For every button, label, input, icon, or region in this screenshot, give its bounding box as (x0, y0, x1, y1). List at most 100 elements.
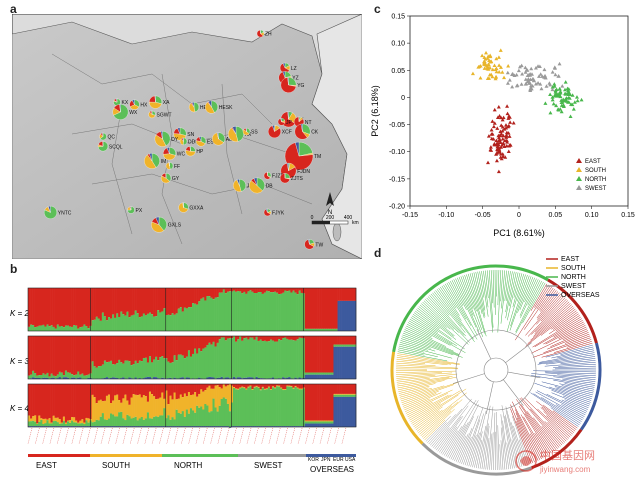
admixture-segment (161, 426, 164, 427)
tree-leaf-branch (396, 359, 448, 366)
pca-ytick-label: -0.05 (389, 122, 405, 129)
admixture-segment (300, 388, 303, 390)
admixture-segment (249, 384, 252, 386)
admixture-segment (333, 344, 336, 347)
admixture-segment (274, 384, 277, 388)
admixture-segment (148, 376, 152, 379)
admixture-segment (112, 314, 115, 331)
admixture-segment (116, 363, 119, 379)
svg-text:中国基因网: 中国基因网 (540, 449, 595, 462)
admixture-segment (278, 294, 281, 331)
admixture-segment (261, 288, 265, 294)
admixture-segment (302, 426, 306, 427)
admixture-segment (58, 384, 62, 420)
tree-clade (505, 278, 598, 363)
admixture-segment (278, 378, 281, 379)
admixture-segment (267, 426, 271, 427)
admixture-segment (36, 375, 39, 379)
admixture-segment (198, 301, 201, 331)
admixture-segment (148, 426, 152, 427)
site-pie-tm: TM (284, 141, 321, 171)
admixture-segment (64, 336, 68, 371)
admixture-segment (343, 384, 347, 394)
admixture-segment (38, 377, 41, 379)
admixture-segment (54, 328, 57, 331)
admixture-segment (124, 360, 127, 379)
admixture-segment (75, 426, 78, 427)
admixture-segment (112, 414, 115, 427)
tree-leaf-branch (403, 331, 460, 355)
admixture-segment (278, 288, 281, 295)
admixture-segment (345, 336, 349, 345)
tree-leaf-branch (396, 375, 453, 385)
site-pie-slice (294, 123, 308, 140)
admixture-segment (349, 288, 353, 301)
admixture-segment (169, 377, 172, 379)
tree-leaf-branch (404, 398, 430, 411)
tree-leaf-branch (413, 406, 443, 427)
tree-leaf-branch (435, 290, 475, 343)
admixture-segment (249, 385, 252, 387)
pca-point (488, 53, 493, 58)
tree-leaf-branch (485, 437, 490, 470)
tree-leaf-branch (440, 286, 460, 316)
admixture-segment (122, 336, 125, 364)
admixture-segment (52, 288, 55, 327)
admixture-segment (263, 426, 267, 427)
admixture-segment (75, 378, 78, 379)
site-pie-slice (287, 77, 289, 86)
admixture-segment (235, 426, 238, 427)
pca-point (504, 133, 509, 137)
admixture-segment (44, 426, 47, 427)
admixture-segment (99, 399, 103, 417)
admixture-segment (226, 385, 230, 404)
admixture-segment (300, 336, 303, 338)
site-label: ZH (265, 32, 272, 38)
admixture-segment (288, 384, 291, 386)
admixture-segment (351, 300, 355, 331)
admixture-segment (310, 374, 314, 379)
admixture-segment (349, 336, 353, 345)
site-pie-slice (48, 205, 51, 213)
pca-point (548, 110, 553, 115)
tree-leaf-branch (406, 324, 432, 338)
tree-leaf-branch (534, 318, 582, 348)
pca-point (566, 95, 571, 100)
admixture-segment (66, 420, 70, 422)
admixture-segment (347, 336, 351, 345)
admixture-segment (60, 426, 64, 427)
admixture-segment (40, 418, 43, 421)
pca-series-east (485, 104, 516, 174)
admixture-segment (286, 386, 289, 427)
pca-point (494, 138, 499, 143)
admixture-segment (116, 378, 119, 379)
admixture-segment (83, 336, 86, 376)
admixture-segment (66, 372, 70, 378)
admixture-segment (81, 419, 84, 424)
admixture-segment (112, 400, 115, 415)
admixture-segment (189, 336, 193, 357)
tree-leaf-branch (500, 270, 504, 302)
sample-leader-line (261, 427, 266, 445)
admixture-segment (284, 389, 287, 390)
admixture-segment (222, 288, 226, 290)
site-pie-slice (99, 132, 107, 141)
admixture-segment (263, 336, 267, 341)
tree-leaf-branch (436, 289, 474, 340)
admixture-segment (261, 387, 265, 427)
admixture-segment (204, 347, 207, 379)
admixture-segment (38, 426, 41, 427)
admixture-segment (48, 423, 51, 427)
admixture-segment (112, 426, 115, 427)
admixture-segment (30, 336, 33, 375)
pca-point (486, 62, 491, 67)
tree-leaf-branch (400, 381, 459, 402)
admixture-segment (73, 377, 76, 379)
admixture-segment (210, 297, 213, 331)
admixture-segment (81, 384, 84, 420)
admixture-segment (319, 374, 322, 379)
admixture-segment (181, 397, 185, 412)
admixture-segment (183, 393, 187, 417)
admixture-segment (153, 396, 156, 417)
admixture-segment (198, 288, 201, 302)
